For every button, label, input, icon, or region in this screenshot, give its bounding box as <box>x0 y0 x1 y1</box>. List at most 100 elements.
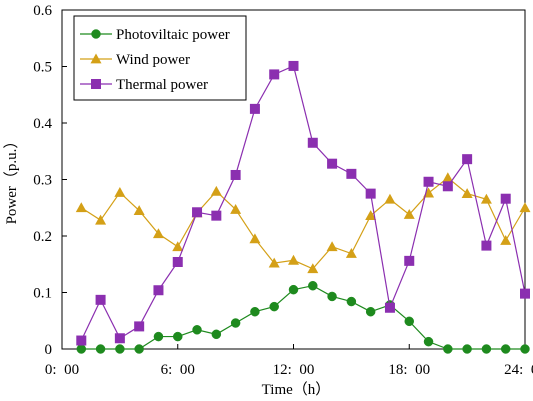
series-layer <box>75 60 531 354</box>
photoviltaic-power-point <box>192 325 202 335</box>
y-tick-label: 0.2 <box>33 229 52 245</box>
photoviltaic-power-point <box>327 291 337 302</box>
y-axis-label: Power（p.u.） <box>3 134 20 225</box>
photoviltaic-power-point <box>365 306 376 317</box>
x-tick-label: 12: 00 <box>273 362 315 378</box>
wind-power-point <box>152 228 164 239</box>
wind-power-point <box>461 188 473 199</box>
wind-power-point <box>519 202 531 213</box>
thermal-power-point <box>249 103 260 114</box>
wind-power-line <box>80 177 526 270</box>
y-tick-label: 0.4 <box>33 116 52 132</box>
series-thermal-power <box>76 60 530 346</box>
photoviltaic-power-point <box>308 280 318 291</box>
photoviltaic-power-point <box>134 344 144 354</box>
y-tick-label: 0.3 <box>33 173 52 189</box>
wind-power-point <box>133 205 145 215</box>
series-wind-power <box>75 172 531 274</box>
thermal-power-point <box>153 285 164 296</box>
photoviltaic-power-point <box>153 331 164 342</box>
photoviltaic-power-point <box>520 344 530 354</box>
thermal-power-point <box>76 335 87 346</box>
thermal-power-point <box>462 154 473 165</box>
photoviltaic-power-point <box>500 344 511 354</box>
thermal-power-point <box>230 169 241 180</box>
y-tick-label: 0.6 <box>33 3 52 19</box>
legend-marker-wind-power <box>90 53 102 64</box>
wind-power-point <box>403 209 415 219</box>
legend-label-wind-power: Wind power <box>116 52 190 68</box>
thermal-power-point <box>365 188 376 199</box>
y-axis: 0 0.1 0.2 0.3 0.4 0.5 0.6 <box>33 3 67 358</box>
photoviltaic-power-point <box>95 344 106 354</box>
x-axis: 0: 00 6: 00 12: 00 18: 00 24: 00 <box>45 344 533 378</box>
thermal-power-point <box>307 137 318 148</box>
thermal-power-point <box>481 240 492 251</box>
wind-power-point <box>326 241 338 252</box>
thermal-power-point <box>384 302 395 313</box>
thermal-power-point <box>192 207 203 218</box>
wind-power-point <box>307 263 319 274</box>
thermal-power-point <box>346 168 357 179</box>
photoviltaic-power-point <box>230 318 241 328</box>
wind-power-point <box>480 193 492 204</box>
x-tick-label: 0: 00 <box>45 362 79 378</box>
thermal-power-point <box>500 193 511 204</box>
photoviltaic-power-point <box>481 344 492 354</box>
photoviltaic-power-point <box>115 344 125 354</box>
y-tick-label: 0.5 <box>33 60 52 76</box>
wind-power-point <box>75 202 87 213</box>
legend-label-thermal-power: Thermal power <box>116 77 208 93</box>
wind-power-point <box>172 241 184 252</box>
wind-power-point <box>384 193 396 204</box>
wind-power-point <box>365 210 377 221</box>
photoviltaic-power-point <box>423 336 434 347</box>
photoviltaic-power-point <box>76 344 87 354</box>
wind-power-point <box>268 257 280 268</box>
legend-marker-thermal-power <box>91 79 101 89</box>
x-axis-label: Time（h） <box>262 381 331 398</box>
photoviltaic-power-point <box>211 329 222 340</box>
wind-power-point <box>345 248 357 258</box>
wind-power-point <box>95 214 107 225</box>
thermal-power-point <box>327 158 338 169</box>
photoviltaic-power-line <box>81 285 525 350</box>
x-tick-label: 6: 00 <box>161 362 195 378</box>
wind-power-point <box>442 172 454 183</box>
photoviltaic-power-point <box>462 344 472 354</box>
photoviltaic-power-point <box>346 296 357 307</box>
legend-label-photoviltaic-power: Photoviltaic power <box>116 27 230 43</box>
thermal-power-point <box>404 255 415 266</box>
thermal-power-point <box>288 60 299 71</box>
thermal-power-point <box>442 181 453 192</box>
x-tick-label: 18: 00 <box>388 362 430 378</box>
photoviltaic-power-point <box>288 284 299 295</box>
legend: Photoviltaic power Wind power Thermal powe… <box>73 15 247 101</box>
thermal-power-point <box>269 69 280 80</box>
thermal-power-point <box>423 176 434 187</box>
series-photoviltaic-power <box>76 280 530 354</box>
thermal-power-line <box>80 65 526 341</box>
y-tick-label: 0 <box>45 342 53 358</box>
thermal-power-point <box>134 321 145 332</box>
y-tick-label: 0.1 <box>33 286 52 302</box>
photoviltaic-power-point <box>173 331 183 342</box>
thermal-power-point <box>172 256 183 267</box>
wind-power-point <box>288 254 299 265</box>
thermal-power-point <box>211 210 222 221</box>
legend-marker-photoviltaic-power <box>91 29 101 39</box>
photoviltaic-power-point <box>404 316 414 327</box>
legend-box <box>73 15 247 101</box>
wind-power-point <box>230 203 242 214</box>
photoviltaic-power-point <box>250 306 260 317</box>
wind-power-point <box>210 185 222 196</box>
wind-power-point <box>500 235 512 245</box>
photoviltaic-power-point <box>443 344 453 354</box>
wind-power-point <box>114 186 126 197</box>
x-tick-label: 24: 00 <box>504 362 533 378</box>
wind-power-point <box>249 233 261 244</box>
thermal-power-point <box>520 288 530 299</box>
thermal-power-point <box>95 294 106 305</box>
photoviltaic-power-point <box>269 301 279 312</box>
